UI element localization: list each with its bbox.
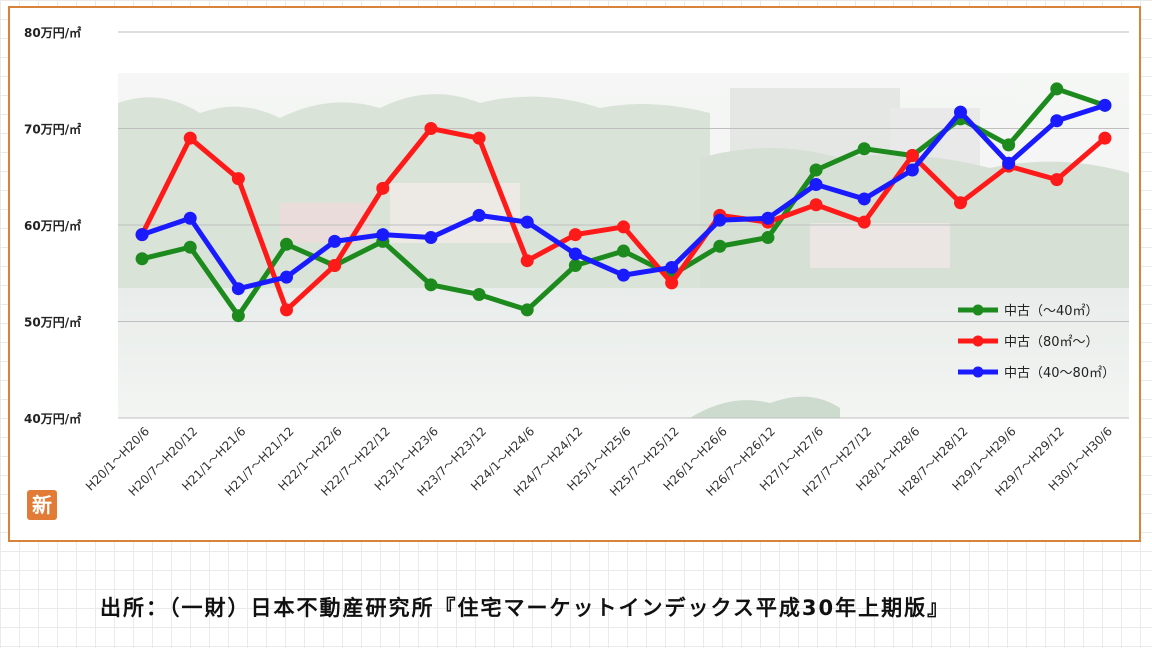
data-point bbox=[568, 228, 582, 242]
series-2 bbox=[135, 98, 1112, 296]
source-note: 出所：（一財）日本不動産研究所『住宅マーケットインデックス平成30年上期版』 bbox=[100, 596, 951, 620]
data-point bbox=[472, 287, 486, 301]
data-point bbox=[520, 303, 534, 317]
data-point bbox=[231, 282, 245, 296]
data-point bbox=[761, 211, 775, 225]
data-point bbox=[713, 213, 727, 227]
legend-marker bbox=[972, 366, 984, 378]
data-point bbox=[857, 215, 871, 229]
data-point bbox=[1050, 173, 1064, 187]
data-point bbox=[857, 142, 871, 156]
y-tick-label: 60万円/㎡ bbox=[24, 218, 81, 233]
data-point bbox=[424, 231, 438, 245]
data-point bbox=[809, 177, 823, 191]
line-chart: 80万円/㎡ 70万円/㎡ 60万円/㎡ 50万円/㎡ 40万円/㎡ H20/1～H20… bbox=[24, 25, 1129, 499]
data-point bbox=[424, 122, 438, 135]
data-point bbox=[520, 254, 534, 268]
data-point bbox=[231, 172, 245, 186]
data-point bbox=[617, 220, 630, 234]
data-point bbox=[183, 131, 197, 145]
data-point bbox=[376, 228, 390, 242]
data-point bbox=[1002, 138, 1016, 152]
data-point bbox=[1098, 98, 1112, 112]
data-point bbox=[617, 268, 630, 282]
data-point bbox=[472, 208, 486, 222]
y-tick-label: 50万円/㎡ bbox=[24, 315, 81, 330]
chart-frame: 80万円/㎡ 70万円/㎡ 60万円/㎡ 50万円/㎡ 40万円/㎡ H20/1～H20… bbox=[8, 6, 1141, 542]
legend-label: 中古（～40㎡） bbox=[1004, 304, 1099, 319]
data-point bbox=[905, 149, 919, 163]
data-point bbox=[135, 228, 149, 242]
data-point bbox=[857, 192, 871, 206]
series-1 bbox=[135, 122, 1112, 317]
data-point bbox=[905, 163, 919, 177]
y-tick-label: 70万円/㎡ bbox=[24, 122, 81, 137]
y-tick-label: 40万円/㎡ bbox=[24, 411, 81, 426]
legend-marker bbox=[972, 304, 984, 316]
new-badge-icon: 新 bbox=[27, 490, 57, 520]
data-point bbox=[135, 252, 149, 266]
data-point bbox=[954, 105, 967, 119]
data-point bbox=[328, 234, 342, 248]
data-point bbox=[568, 247, 582, 261]
data-point bbox=[328, 259, 342, 273]
legend-marker bbox=[972, 335, 984, 347]
data-point bbox=[424, 278, 438, 292]
data-point bbox=[231, 309, 245, 323]
data-point bbox=[713, 239, 727, 253]
data-point bbox=[376, 181, 390, 195]
data-point bbox=[568, 259, 582, 273]
data-point bbox=[1050, 82, 1064, 96]
data-point bbox=[280, 270, 293, 284]
data-point bbox=[1002, 156, 1016, 170]
data-point bbox=[1050, 114, 1064, 128]
data-point bbox=[665, 260, 679, 274]
y-axis-labels: 80万円/㎡ 70万円/㎡ 60万円/㎡ 50万円/㎡ 40万円/㎡ bbox=[24, 25, 81, 426]
legend-label: 中古（40～80㎡） bbox=[1004, 366, 1115, 381]
legend: 中古（～40㎡） 中古（80㎡～） 中古（40～80㎡） bbox=[958, 304, 1115, 381]
data-point bbox=[761, 231, 775, 245]
data-point bbox=[954, 196, 967, 210]
data-point bbox=[809, 198, 823, 212]
legend-label: 中古（80㎡～） bbox=[1004, 335, 1099, 350]
data-point bbox=[280, 237, 293, 251]
data-point bbox=[665, 276, 679, 290]
x-axis-labels: H20/1～H20/6H20/7～H20/12H21/1～H21/6H21/7～… bbox=[83, 424, 1115, 499]
data-point bbox=[183, 240, 197, 254]
data-point bbox=[520, 215, 534, 229]
series-lines bbox=[135, 82, 1112, 323]
data-point bbox=[183, 211, 197, 225]
data-point bbox=[1098, 131, 1112, 145]
gridlines bbox=[118, 31, 1129, 419]
data-point bbox=[472, 131, 486, 145]
data-point bbox=[617, 244, 630, 258]
y-tick-label: 80万円/㎡ bbox=[24, 25, 81, 40]
data-point bbox=[809, 163, 823, 177]
data-point bbox=[280, 303, 293, 317]
